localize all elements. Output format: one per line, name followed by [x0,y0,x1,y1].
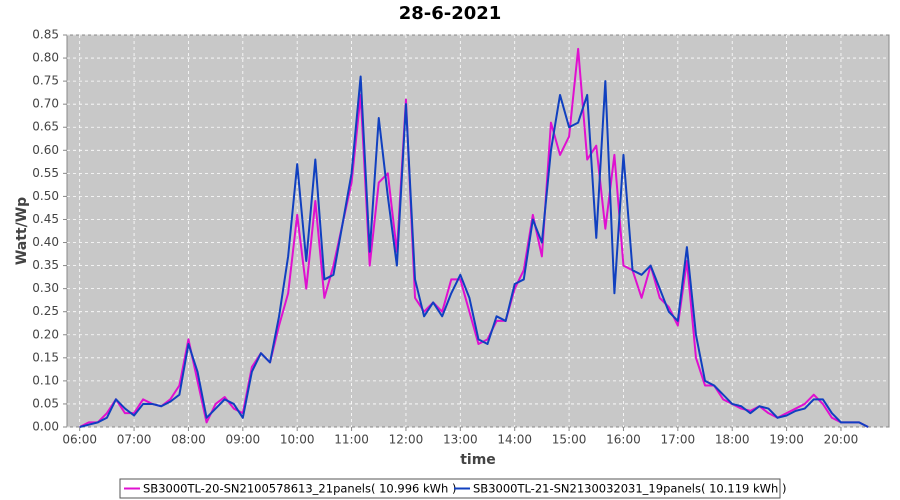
x-tick-label: 08:00 [171,433,206,447]
y-tick-label: 0.40 [32,235,59,249]
y-tick-label: 0.80 [32,51,59,65]
x-tick-label: 07:00 [117,433,152,447]
y-tick-label: 0.25 [32,304,59,318]
y-tick-label: 0.85 [32,28,59,42]
x-tick-label: 12:00 [389,433,424,447]
plot-area [66,34,890,428]
x-tick-label: 13:00 [443,433,478,447]
x-tick-label: 10:00 [280,433,315,447]
x-axis-label: time [460,452,496,468]
legend-label: SB3000TL-21-SN2130032031_19panels( 10.11… [473,482,786,496]
x-tick-label: 20:00 [824,433,859,447]
x-tick-label: 11:00 [334,433,369,447]
x-tick-label: 09:00 [226,433,261,447]
series-line [79,75,869,428]
y-tick-label: 0.30 [32,281,59,295]
legend [119,478,781,499]
y-tick-label: 0.35 [32,258,59,272]
y-tick-label: 0.55 [32,166,59,180]
y-tick-label: 0.70 [32,97,59,111]
x-tick-label: 19:00 [769,433,804,447]
y-tick-label: 0.10 [32,373,59,387]
y-tick-label: 0.00 [32,420,59,434]
y-tick-label: 0.45 [32,212,59,226]
x-tick-label: 15:00 [552,433,587,447]
chart-title: 28-6-2021 [399,3,502,24]
y-tick-label: 0.05 [32,396,59,410]
y-tick-label: 0.20 [32,327,59,341]
x-tick-label: 14:00 [497,433,532,447]
x-tick-label: 16:00 [606,433,641,447]
legend-label: SB3000TL-20-SN2100578613_21panels( 10.99… [143,482,456,496]
y-axis-label: Watt/Wp [14,197,30,265]
x-tick-label: 18:00 [715,433,750,447]
y-tick-label: 0.75 [32,74,59,88]
x-tick-label: 06:00 [62,433,97,447]
y-tick-label: 0.50 [32,189,59,203]
y-tick-label: 0.60 [32,143,59,157]
x-tick-label: 17:00 [661,433,696,447]
y-tick-label: 0.15 [32,350,59,364]
y-tick-label: 0.65 [32,120,59,134]
